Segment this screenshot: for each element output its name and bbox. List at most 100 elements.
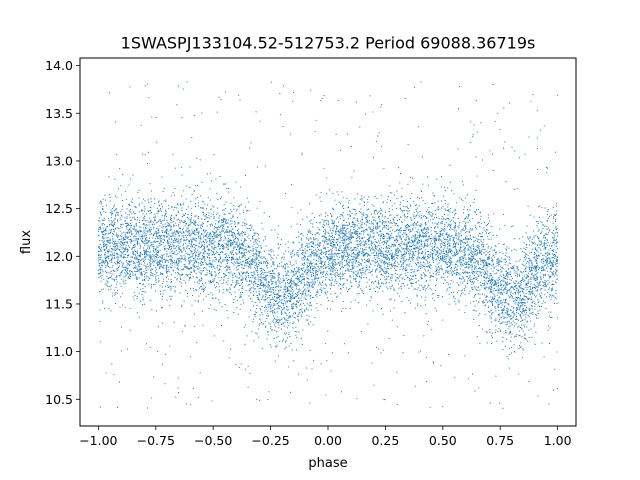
data-point bbox=[238, 277, 240, 279]
data-point bbox=[315, 232, 317, 234]
data-point bbox=[526, 321, 528, 323]
data-point bbox=[188, 224, 190, 226]
data-point bbox=[417, 239, 419, 241]
data-point bbox=[116, 269, 118, 271]
data-point bbox=[492, 170, 494, 171]
data-point bbox=[540, 278, 542, 280]
data-point bbox=[162, 283, 164, 285]
data-point bbox=[201, 218, 203, 220]
data-point bbox=[280, 286, 282, 288]
data-point bbox=[388, 275, 389, 277]
data-point bbox=[455, 250, 457, 252]
data-point bbox=[281, 323, 283, 325]
data-point bbox=[497, 259, 499, 261]
data-point bbox=[443, 229, 444, 231]
data-point bbox=[464, 242, 466, 244]
data-point bbox=[401, 247, 403, 249]
data-point bbox=[420, 350, 422, 352]
data-point bbox=[548, 403, 550, 405]
data-point bbox=[185, 403, 187, 405]
data-point bbox=[148, 254, 150, 256]
data-point bbox=[355, 233, 357, 235]
data-point bbox=[468, 249, 470, 251]
data-point bbox=[384, 211, 386, 213]
data-point bbox=[503, 274, 505, 276]
data-point bbox=[231, 279, 233, 281]
data-point bbox=[289, 315, 291, 317]
data-point bbox=[237, 313, 239, 315]
data-point bbox=[101, 265, 103, 267]
data-point bbox=[103, 238, 105, 240]
data-point bbox=[387, 240, 389, 242]
data-point bbox=[114, 289, 116, 291]
data-point bbox=[499, 293, 501, 295]
data-point bbox=[272, 275, 273, 277]
data-point bbox=[124, 217, 126, 219]
data-point bbox=[158, 281, 160, 283]
data-point bbox=[166, 266, 168, 268]
data-point bbox=[129, 261, 131, 263]
data-point bbox=[373, 216, 375, 218]
data-point bbox=[421, 285, 422, 287]
data-point bbox=[332, 192, 334, 194]
data-point bbox=[375, 258, 377, 260]
data-point bbox=[400, 227, 401, 229]
data-point bbox=[99, 220, 101, 222]
data-point bbox=[248, 316, 250, 318]
data-point bbox=[536, 110, 538, 112]
data-point bbox=[552, 272, 554, 274]
data-point bbox=[195, 245, 197, 246]
data-point bbox=[273, 261, 275, 263]
data-point bbox=[109, 245, 111, 247]
data-point bbox=[333, 226, 335, 228]
data-point bbox=[225, 259, 227, 261]
data-point bbox=[109, 250, 111, 252]
data-point bbox=[529, 309, 531, 311]
data-point bbox=[329, 279, 331, 281]
data-point bbox=[147, 279, 149, 281]
data-point bbox=[482, 248, 484, 250]
data-point bbox=[129, 86, 131, 88]
data-point bbox=[341, 255, 343, 257]
data-point bbox=[131, 202, 133, 204]
data-point bbox=[283, 325, 285, 327]
data-point bbox=[397, 247, 399, 249]
data-point bbox=[364, 273, 366, 275]
data-point bbox=[244, 233, 246, 235]
data-point bbox=[458, 236, 460, 238]
data-point bbox=[284, 303, 286, 305]
data-point bbox=[446, 262, 448, 263]
data-point bbox=[182, 269, 184, 271]
data-point bbox=[186, 246, 188, 248]
data-point bbox=[251, 261, 253, 263]
data-point bbox=[476, 209, 477, 211]
data-point bbox=[175, 262, 177, 264]
data-point bbox=[106, 244, 108, 246]
data-point bbox=[120, 274, 122, 276]
data-point bbox=[123, 254, 125, 256]
data-point bbox=[109, 196, 111, 198]
data-point bbox=[460, 246, 461, 248]
data-point bbox=[174, 206, 175, 208]
data-point bbox=[252, 248, 254, 250]
data-point bbox=[349, 275, 351, 277]
data-point bbox=[464, 237, 466, 239]
data-point bbox=[360, 264, 362, 266]
data-point bbox=[109, 242, 111, 244]
data-point bbox=[179, 281, 181, 283]
data-point bbox=[149, 229, 151, 231]
data-point bbox=[543, 226, 545, 228]
data-point bbox=[298, 302, 299, 303]
data-point bbox=[317, 249, 319, 250]
data-point bbox=[115, 215, 117, 217]
data-point bbox=[399, 229, 401, 230]
data-point bbox=[543, 242, 545, 244]
data-point bbox=[190, 218, 192, 220]
data-point bbox=[157, 220, 159, 222]
data-point bbox=[202, 245, 204, 247]
data-point bbox=[117, 259, 119, 261]
data-point bbox=[120, 243, 122, 245]
data-point bbox=[258, 234, 259, 236]
data-point bbox=[129, 276, 131, 277]
data-point bbox=[200, 260, 202, 262]
